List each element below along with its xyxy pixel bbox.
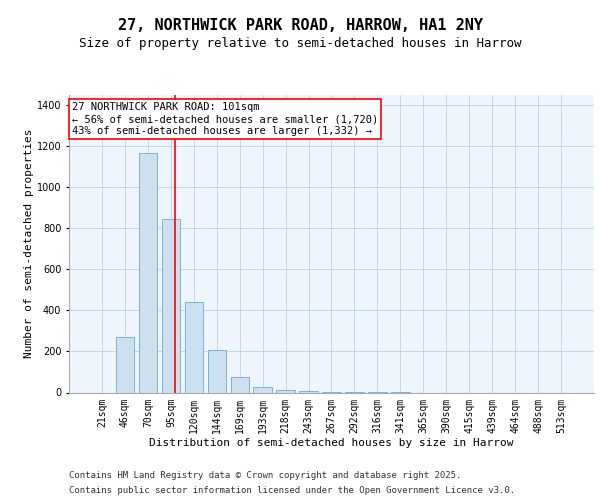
Text: Contains public sector information licensed under the Open Government Licence v3: Contains public sector information licen…: [69, 486, 515, 495]
Bar: [208, 350, 226, 393]
Bar: [253, 388, 272, 392]
Y-axis label: Number of semi-detached properties: Number of semi-detached properties: [24, 129, 34, 358]
X-axis label: Distribution of semi-detached houses by size in Harrow: Distribution of semi-detached houses by …: [149, 438, 514, 448]
Text: 27, NORTHWICK PARK ROAD, HARROW, HA1 2NY: 27, NORTHWICK PARK ROAD, HARROW, HA1 2NY: [118, 18, 482, 32]
Text: 27 NORTHWICK PARK ROAD: 101sqm
← 56% of semi-detached houses are smaller (1,720): 27 NORTHWICK PARK ROAD: 101sqm ← 56% of …: [71, 102, 378, 136]
Text: Size of property relative to semi-detached houses in Harrow: Size of property relative to semi-detach…: [79, 38, 521, 51]
Bar: [277, 390, 295, 392]
Bar: [139, 154, 157, 392]
Bar: [162, 219, 180, 392]
Text: Contains HM Land Registry data © Crown copyright and database right 2025.: Contains HM Land Registry data © Crown c…: [69, 471, 461, 480]
Bar: [185, 302, 203, 392]
Bar: [116, 337, 134, 392]
Bar: [230, 377, 249, 392]
